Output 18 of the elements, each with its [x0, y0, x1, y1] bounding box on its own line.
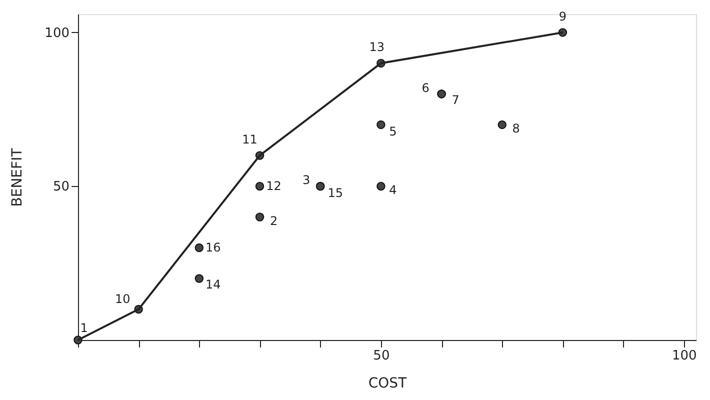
annotation: 5: [389, 124, 397, 139]
annotation: 7: [452, 92, 460, 107]
annotation: 14: [206, 277, 221, 292]
annotation: 8: [512, 122, 520, 136]
annotation: 11: [242, 132, 258, 146]
annotation: 13: [369, 40, 385, 54]
annotation: 10: [114, 292, 130, 306]
annotation: 9: [558, 9, 567, 24]
y-axis-title: BENEFIT: [10, 148, 26, 207]
annotation: 1: [80, 321, 88, 335]
annotation: 16: [206, 240, 221, 255]
annotation: 4: [389, 183, 397, 198]
annotation: 12: [266, 179, 282, 194]
annotation: 2: [270, 214, 278, 228]
annotation: 6: [422, 80, 430, 95]
annotation: 15: [328, 186, 343, 200]
annotation: 3: [302, 173, 310, 188]
x-axis-title: COST: [368, 376, 408, 392]
